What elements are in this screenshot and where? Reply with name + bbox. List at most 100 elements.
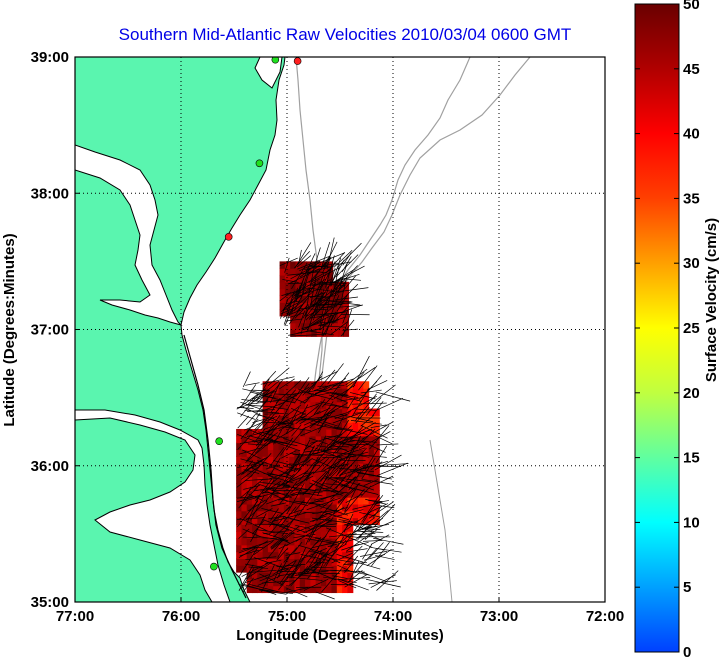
velocity-cell: [273, 551, 280, 559]
velocity-vector: [283, 302, 305, 319]
velocity-cell: [358, 408, 364, 416]
velocity-vector: [320, 325, 347, 328]
velocity-cell: [310, 483, 317, 491]
velocity-vector: [335, 254, 359, 278]
velocity-cell: [347, 381, 354, 389]
velocity-cell: [262, 524, 269, 532]
velocity-vector: [330, 569, 365, 573]
velocity-cell: [236, 490, 243, 498]
velocity-vector: [278, 490, 309, 501]
velocity-cell: [267, 537, 274, 546]
velocity-vector: [270, 382, 281, 403]
velocity-cell: [342, 394, 349, 403]
velocity-cell: [326, 531, 333, 539]
velocity-cell: [368, 422, 375, 430]
velocity-cell: [331, 510, 338, 519]
velocity-vector: [262, 491, 289, 495]
velocity-cell: [241, 463, 248, 471]
chart-title: Southern Mid-Atlantic Raw Velocities 201…: [119, 25, 572, 44]
velocity-cell: [315, 585, 322, 594]
velocity-cell: [262, 531, 269, 539]
velocity-vector: [289, 407, 300, 424]
velocity-cell: [326, 381, 333, 389]
velocity-cell: [306, 275, 312, 283]
velocity-cell: [326, 456, 333, 464]
velocity-cell: [336, 394, 343, 403]
velocity-vector: [320, 454, 341, 482]
velocity-cell: [352, 388, 359, 396]
velocity-vector: [299, 416, 319, 423]
velocity-cell: [246, 456, 253, 464]
velocity-cell: [236, 544, 243, 553]
barrier-island: [183, 334, 247, 599]
velocity-vector: [249, 435, 277, 444]
velocity-vector: [322, 489, 349, 494]
velocity-cell: [283, 483, 290, 491]
velocity-vector: [281, 301, 301, 312]
velocity-vector: [371, 542, 390, 567]
velocity-vector: [280, 450, 297, 459]
velocity-vector: [239, 478, 264, 499]
velocity-cell: [373, 483, 380, 491]
velocity-vector: [336, 416, 344, 430]
velocity-vector: [331, 552, 354, 564]
velocity-cell: [311, 315, 318, 324]
velocity-vector: [254, 434, 276, 454]
velocity-vector: [267, 439, 301, 452]
velocity-vector: [242, 388, 273, 397]
velocity-cell: [299, 428, 306, 437]
velocity-cell: [283, 572, 290, 580]
velocity-vector: [354, 530, 384, 533]
velocity-vector: [373, 537, 404, 545]
velocity-vector: [300, 424, 327, 437]
velocity-cell: [246, 490, 253, 498]
velocity-vector: [339, 467, 374, 472]
velocity-vector: [348, 570, 363, 583]
velocity-cell: [289, 585, 296, 594]
velocity-vector: [263, 421, 293, 424]
velocity-cell: [283, 578, 290, 587]
velocity-vector: [342, 309, 353, 337]
velocity-vector: [250, 467, 275, 478]
velocity-vector: [330, 321, 348, 335]
velocity-cell: [290, 268, 297, 276]
velocity-vector: [358, 525, 372, 531]
velocity-vector: [358, 365, 378, 391]
velocity-cell: [315, 435, 322, 444]
velocity-vector: [310, 370, 338, 385]
velocity-vector: [271, 417, 295, 430]
velocity-cell: [347, 435, 354, 444]
velocity-cell: [347, 524, 354, 532]
velocity-cell: [267, 510, 274, 519]
velocity-cell: [363, 503, 370, 512]
velocity-cell: [289, 476, 296, 485]
velocity-cell: [289, 381, 296, 389]
velocity-cell: [236, 449, 243, 457]
velocity-cell: [332, 295, 339, 303]
velocity-cell: [289, 469, 296, 478]
velocity-vector: [295, 404, 320, 425]
velocity-cell: [278, 476, 285, 485]
velocity-cell: [299, 449, 306, 457]
velocity-cell: [336, 572, 343, 580]
velocity-vector: [368, 580, 397, 585]
velocity-vector: [312, 559, 325, 574]
velocity-cell: [373, 469, 380, 478]
velocity-cell: [299, 456, 306, 464]
velocity-cell: [347, 572, 354, 580]
velocity-cell: [326, 463, 333, 471]
velocity-vector: [320, 241, 331, 269]
velocity-cell: [236, 476, 243, 485]
velocity-vector: [313, 247, 321, 269]
velocity-cell: [241, 497, 248, 505]
velocity-cell: [289, 551, 296, 559]
velocity-vector: [334, 296, 359, 301]
velocity-cell: [299, 544, 306, 553]
velocity-cell: [294, 497, 301, 505]
velocity-vector: [303, 520, 333, 534]
velocity-cell: [327, 275, 334, 283]
velocity-cell: [347, 456, 354, 464]
velocity-vector: [354, 422, 376, 436]
velocity-cell: [295, 268, 302, 276]
velocity-vector: [245, 412, 261, 436]
